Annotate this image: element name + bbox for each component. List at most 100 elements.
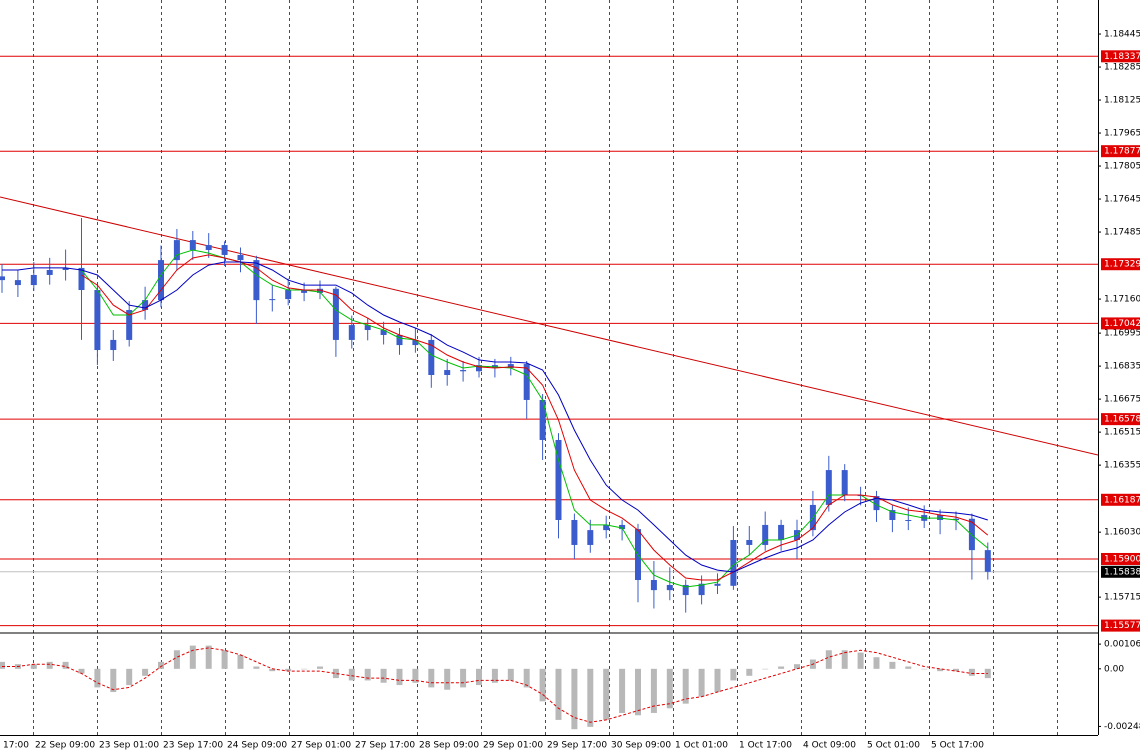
macd-tick-label: 0.001065: [1104, 640, 1140, 650]
x-tick-label: 5 Oct 17:00: [931, 741, 984, 751]
macd-bar: [396, 668, 403, 686]
candle-body: [46, 270, 53, 275]
macd-bar: [476, 668, 482, 686]
macd-bar: [730, 668, 737, 681]
macd-bar: [301, 668, 308, 670]
macd-bar: [428, 668, 435, 688]
macd-bar: [348, 668, 355, 681]
level-label: 1.15577: [1104, 621, 1140, 631]
x-tick-label: 23 Sep 01:00: [99, 741, 159, 751]
level-label: 1.17329: [1104, 260, 1140, 270]
x-tick-label: 24 Sep 09:00: [227, 741, 287, 751]
moving-average: [2, 261, 988, 573]
candle-body: [650, 580, 657, 591]
x-tick-label: 1 Oct 01:00: [675, 741, 728, 751]
candle-body: [666, 584, 673, 591]
x-tick-label: 17:00: [3, 741, 29, 751]
price-panel: [0, 55, 1098, 627]
y-tick-label: 1.17160: [1104, 295, 1140, 305]
macd-bar: [205, 645, 212, 669]
macd-bar: [30, 664, 37, 669]
macd-bar: [380, 668, 387, 683]
level-label: 1.17877: [1104, 147, 1140, 157]
macd-bar: [46, 661, 53, 669]
macd-bar: [571, 668, 578, 730]
candle-body: [237, 254, 244, 261]
candle-body: [110, 339, 117, 351]
y-tick-label: 1.16835: [1104, 362, 1140, 372]
candle-body: [873, 496, 880, 511]
x-tick-label: 29 Sep 01:00: [483, 741, 543, 751]
candle-body: [603, 524, 610, 531]
macd-bar: [794, 664, 800, 669]
y-tick-label: 1.16995: [1104, 329, 1140, 339]
x-tick-label: 4 Oct 09:00: [803, 741, 856, 751]
candle-body: [523, 364, 530, 400]
level-label-box: [1101, 413, 1140, 426]
macd-bar: [857, 652, 864, 669]
candle-body: [698, 583, 705, 596]
macd-bar: [635, 668, 641, 716]
candle-body: [317, 288, 323, 293]
y-tick-label: 1.17485: [1104, 228, 1140, 238]
trendline: [0, 196, 1098, 456]
macd-bar: [285, 668, 292, 672]
candle-body: [205, 245, 212, 250]
candle-body: [94, 290, 101, 351]
macd-bar: [412, 668, 419, 683]
candle-body: [189, 240, 196, 250]
macd-bar: [603, 668, 610, 720]
y-tick-label: 1.17965: [1104, 129, 1140, 139]
candle-body: [285, 290, 292, 300]
macd-bar: [126, 668, 133, 686]
candle-body: [730, 540, 737, 586]
candle-body: [301, 290, 308, 293]
macd-bar: [619, 668, 626, 713]
candle-body: [142, 300, 149, 311]
macd-bar: [173, 650, 180, 669]
macd-bar: [968, 668, 975, 676]
candle-body: [14, 280, 21, 286]
macd-bar: [873, 657, 880, 669]
candle-body: [841, 470, 848, 496]
candle-body: [555, 439, 562, 520]
level-label: 1.18337: [1104, 52, 1140, 62]
macd-bar: [523, 668, 530, 688]
level-label: 1.15900: [1104, 554, 1140, 564]
macd-bar: [62, 661, 69, 669]
x-tick-label: 27 Sep 17:00: [355, 741, 415, 751]
macd-bar: [587, 668, 594, 727]
y-tick-label: 1.17645: [1104, 195, 1140, 205]
level-label: 1.16578: [1104, 415, 1140, 425]
macd-bar: [714, 668, 721, 693]
y-tick-label: 1.16355: [1104, 461, 1140, 471]
macd-bar: [746, 668, 753, 676]
candle-body: [778, 524, 785, 541]
macd-bar: [921, 668, 928, 670]
candle-body: [746, 540, 753, 545]
y-tick-label: 1.18285: [1104, 63, 1140, 73]
candle-body: [332, 288, 339, 340]
macd-bar: [682, 668, 689, 704]
candle-body: [587, 530, 594, 545]
macd-bar: [444, 668, 451, 690]
candle-body: [905, 519, 912, 521]
macd-bar: [953, 668, 959, 672]
level-label: 1.16187: [1104, 495, 1140, 505]
x-tick-label: 23 Sep 17:00: [163, 741, 223, 751]
candle-body: [428, 339, 435, 375]
y-tick-label: 1.18125: [1104, 96, 1140, 106]
macd-signal: [2, 647, 988, 723]
candle-body: [126, 310, 133, 340]
macd-tick-label: 0.00: [1104, 664, 1124, 674]
candle-body: [364, 325, 371, 331]
level-label-box: [1101, 552, 1140, 565]
level-label: 1.17042: [1104, 319, 1140, 329]
macd-bar: [507, 668, 514, 681]
candle-body: [0, 276, 5, 281]
macd-bar: [539, 668, 546, 702]
y-tick-label: 1.15715: [1104, 593, 1140, 603]
candle-body: [173, 240, 180, 261]
level-label-box: [1101, 317, 1140, 330]
